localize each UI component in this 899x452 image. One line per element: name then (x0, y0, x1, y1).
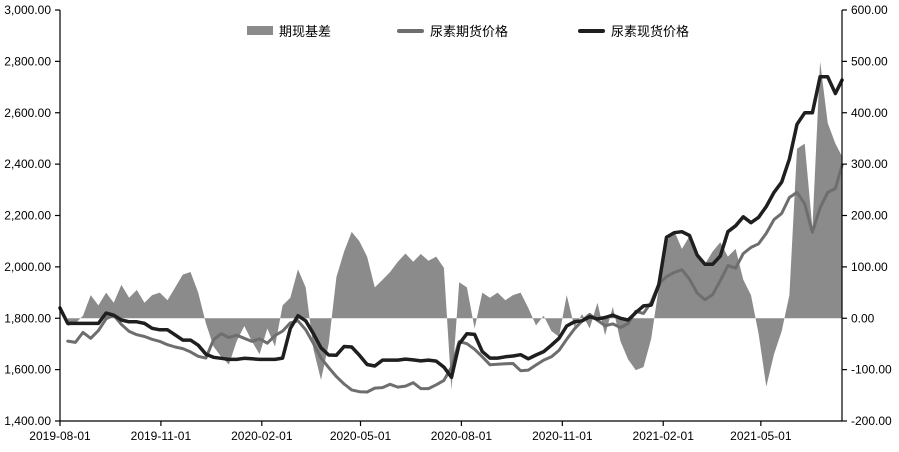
y-left-tick-label: 2,600.00 (4, 106, 51, 120)
x-tick-label: 2021-02-01 (633, 429, 695, 443)
x-tick-label: 2020-08-01 (431, 429, 493, 443)
spot-line-series (58, 75, 844, 380)
y-left-tick-label: 1,800.00 (4, 311, 51, 325)
y-right-tick-label: 200.00 (851, 209, 888, 223)
y-left-tick-label: 2,400.00 (4, 157, 51, 171)
y-right-tick-label: 0.00 (851, 311, 875, 325)
basis-area-series (67, 61, 842, 391)
y-left-tick-label: 3,000.00 (4, 3, 51, 17)
y-right-tick-label: 100.00 (851, 260, 888, 274)
y-left-tick-label: 2,800.00 (4, 54, 51, 68)
y-left-tick-label: 1,600.00 (4, 363, 51, 377)
y-right-tick-label: -100.00 (851, 363, 892, 377)
x-tick-label: 2019-08-01 (29, 429, 91, 443)
y-right-tick-label: 500.00 (851, 54, 888, 68)
y-right-tick-label: -200.00 (851, 414, 892, 428)
y-right-tick-label: 400.00 (851, 106, 888, 120)
x-tick-label: 2020-02-01 (231, 429, 293, 443)
x-tick-label: 2021-05-01 (730, 429, 792, 443)
y-right-tick-label: 300.00 (851, 157, 888, 171)
y-left-tick-label: 2,000.00 (4, 260, 51, 274)
y-right-tick-label: 600.00 (851, 3, 888, 17)
y-left-tick-label: 1,400.00 (4, 414, 51, 428)
x-tick-label: 2020-05-01 (330, 429, 392, 443)
x-tick-label: 2019-11-01 (131, 429, 192, 443)
y-left-tick-label: 2,200.00 (4, 209, 51, 223)
x-tick-label: 2020-11-01 (532, 429, 593, 443)
